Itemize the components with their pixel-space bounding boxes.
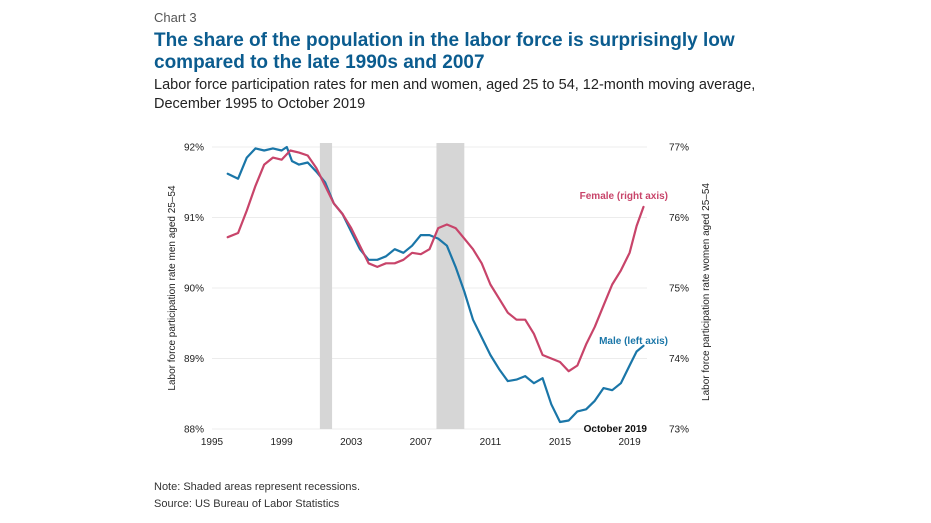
male-series-line: [226, 145, 645, 424]
chart-number: Chart 3: [154, 10, 197, 25]
recession-band: [319, 143, 333, 429]
x-tick: 2007: [410, 437, 433, 448]
y-tick-left: 91%: [184, 213, 204, 224]
male-series-label: Male (left axis): [599, 336, 668, 347]
y-axis-title-right: Labor force participation rate women age…: [701, 183, 712, 401]
y-tick-left: 90%: [184, 284, 204, 295]
y-tick-right: 75%: [669, 284, 689, 295]
y-tick-right: 77%: [669, 143, 689, 154]
y-axis-title-left: Labor force participation rate men aged …: [167, 185, 178, 391]
chart-title: The share of the population in the labor…: [154, 30, 735, 73]
x-tick: 2011: [480, 437, 502, 448]
female-series-line: [226, 149, 645, 373]
y-tick-right: 73%: [669, 425, 689, 436]
female-series-label: Female (right axis): [580, 191, 668, 202]
recession-note: Note: Shaded areas represent recessions.: [154, 481, 361, 493]
y-tick-left: 92%: [184, 143, 204, 154]
chart-subtitle: Labor force participation rates for men …: [154, 77, 756, 112]
x-tick: 2019: [618, 437, 641, 448]
y-tick-left: 88%: [184, 425, 204, 436]
x-tick: 2015: [549, 437, 572, 448]
y-tick-left: 89%: [184, 354, 204, 365]
x-tick: 1995: [201, 437, 224, 448]
x-tick: 1999: [270, 437, 293, 448]
source-note: Source: US Bureau of Labor Statistics: [154, 498, 340, 510]
x-tick: 2003: [340, 437, 363, 448]
y-tick-right: 76%: [669, 213, 689, 224]
recession-band: [436, 143, 465, 429]
y-tick-right: 74%: [669, 354, 689, 365]
october-2019-annotation: October 2019: [584, 424, 648, 435]
